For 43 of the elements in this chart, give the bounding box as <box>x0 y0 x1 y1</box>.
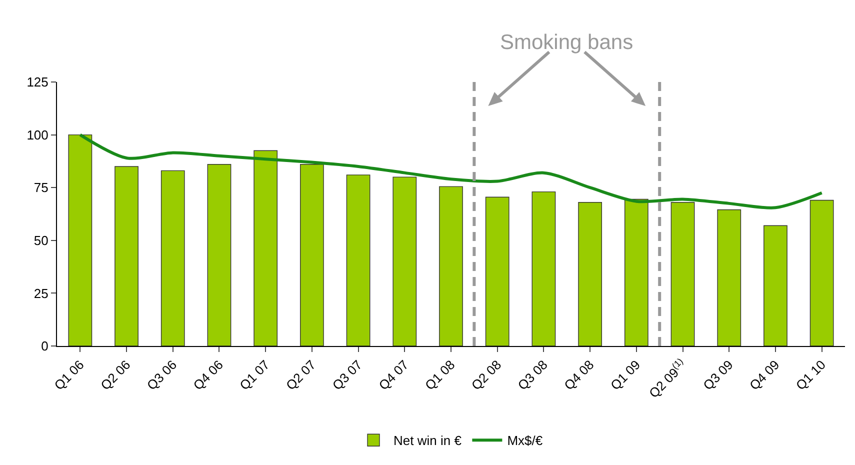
bar <box>578 202 602 346</box>
bar <box>670 202 695 346</box>
x-tick-label: Q3 09 <box>700 357 736 393</box>
bar <box>207 164 232 346</box>
bar <box>810 200 834 346</box>
y-tick-label: 50 <box>34 232 48 248</box>
bar <box>717 209 742 346</box>
legend-label: Mx$/€ <box>507 433 544 448</box>
y-tick-label: 125 <box>26 74 48 90</box>
bar <box>254 150 278 346</box>
bar <box>160 170 185 346</box>
bar <box>764 225 788 346</box>
x-tick-label: Q1 09 <box>607 357 644 393</box>
x-tick-label: Q4 06 <box>190 357 226 393</box>
x-tick-label: Q4 08 <box>561 357 597 393</box>
x-tick-label: Q3 08 <box>514 357 550 393</box>
x-tick-label: Q2 06 <box>98 357 134 393</box>
x-tick-label: Q4 09 <box>746 357 782 393</box>
x-tick-label: Q4 07 <box>376 357 412 393</box>
bar <box>532 191 556 346</box>
x-tick-label: Q2 07 <box>283 357 319 393</box>
x-tick-label: Q1 06 <box>51 357 87 393</box>
x-tick-label: Q1 07 <box>236 357 272 393</box>
y-tick-label: 100 <box>26 127 48 142</box>
bar <box>68 134 92 346</box>
y-tick-label: 25 <box>34 286 48 301</box>
bar <box>439 186 463 346</box>
bar <box>624 198 648 346</box>
x-tick-label: Q3 07 <box>329 357 366 393</box>
line-series <box>78 133 824 210</box>
y-tick-label: 0 <box>41 338 48 354</box>
bar <box>346 174 370 346</box>
legend-label: Net win in € <box>394 433 462 448</box>
bar <box>300 164 324 346</box>
x-tick-label: Q1 08 <box>422 357 458 393</box>
bar <box>485 196 510 346</box>
x-tick-label: Q1 10 <box>792 357 829 393</box>
text: Smoking bans <box>500 31 634 54</box>
x-tick-label: Q2 08 <box>468 357 504 393</box>
y-tick-label: 75 <box>34 180 48 196</box>
bar <box>114 166 138 346</box>
bar <box>392 176 417 346</box>
x-tick-label: Q3 06 <box>144 357 180 393</box>
